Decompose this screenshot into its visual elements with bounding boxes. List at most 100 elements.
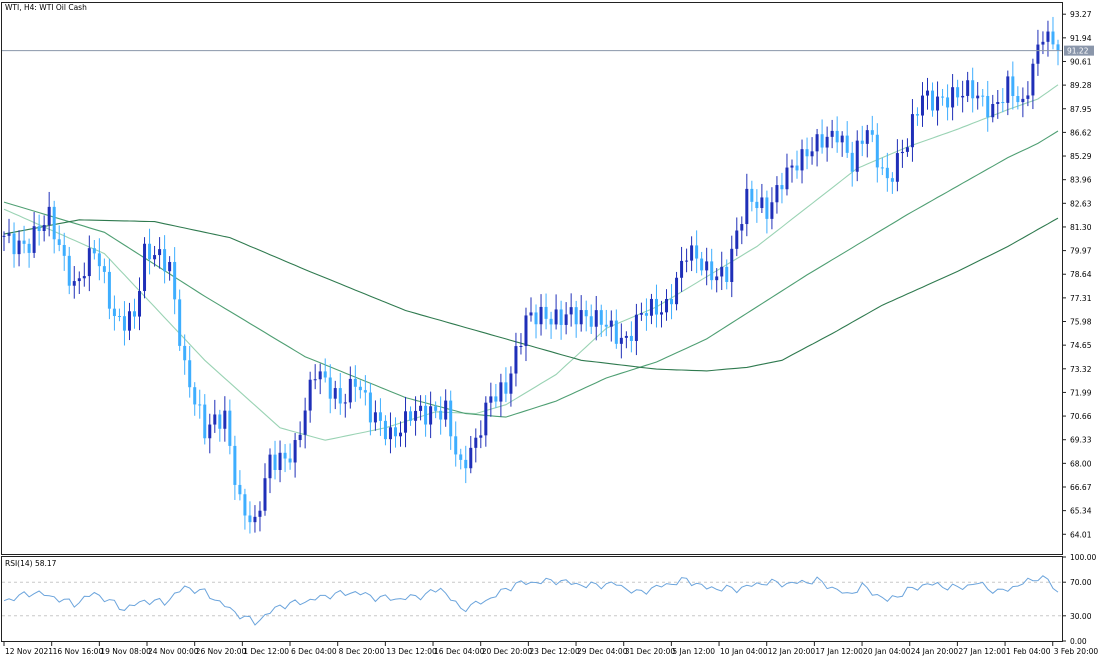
x-tick-label: 26 Nov 20:00 bbox=[196, 647, 247, 656]
candle-body bbox=[67, 255, 71, 286]
candle-body bbox=[409, 411, 413, 421]
candle-body bbox=[504, 382, 508, 394]
candle-body bbox=[986, 95, 990, 118]
candle-body bbox=[494, 396, 498, 402]
candle-body bbox=[599, 310, 603, 325]
candle-body bbox=[238, 484, 242, 495]
candle-body bbox=[363, 390, 367, 393]
candle-body bbox=[529, 312, 533, 316]
candle-body bbox=[835, 130, 839, 143]
candle-body bbox=[429, 406, 433, 425]
candle-body bbox=[37, 226, 41, 231]
candle-body bbox=[12, 233, 16, 255]
candle-body bbox=[785, 167, 789, 190]
candle-body bbox=[810, 151, 814, 157]
x-tick-label: 13 Dec 12:00 bbox=[386, 647, 437, 656]
candle-body bbox=[414, 410, 418, 421]
candle-body bbox=[308, 379, 312, 411]
rsi-tick-label: 30.00 bbox=[1070, 612, 1092, 621]
candle-body bbox=[72, 281, 76, 286]
x-tick-label: 16 Nov 16:00 bbox=[53, 647, 104, 656]
candle-body bbox=[775, 185, 779, 203]
candle-body bbox=[670, 298, 674, 305]
rsi-pane-frame bbox=[1, 556, 1063, 642]
y-tick-label: 82.63 bbox=[1070, 199, 1092, 208]
rsi-line bbox=[3, 575, 1059, 626]
candle-body bbox=[373, 412, 377, 423]
candle-body bbox=[946, 97, 950, 108]
candle-body bbox=[499, 382, 503, 402]
y-tick-label: 87.95 bbox=[1070, 105, 1092, 114]
x-tick-label: 6 Dec 04:00 bbox=[291, 647, 337, 656]
candle-body bbox=[283, 452, 287, 459]
candle-body bbox=[634, 314, 638, 341]
candle-body bbox=[1046, 31, 1050, 42]
candle-body bbox=[1031, 63, 1035, 96]
candle-body bbox=[57, 239, 61, 245]
candle-body bbox=[509, 373, 513, 394]
rsi-tick-label: 100.00 bbox=[1070, 553, 1096, 562]
candle-body bbox=[183, 345, 187, 361]
candle-body bbox=[815, 134, 819, 152]
candle-body bbox=[132, 311, 136, 317]
candle-body bbox=[343, 402, 347, 404]
candle-body bbox=[273, 454, 277, 470]
candle-body bbox=[845, 135, 849, 153]
candle-body bbox=[790, 165, 794, 168]
candle-body bbox=[208, 424, 212, 439]
candle-body bbox=[534, 312, 538, 325]
candle-body bbox=[554, 309, 558, 325]
candle-body bbox=[97, 253, 101, 267]
moving-average-line bbox=[3, 217, 1059, 372]
candle-body bbox=[900, 151, 904, 154]
candle-body bbox=[579, 310, 583, 325]
x-tick-label: 24 Nov 00:00 bbox=[148, 647, 199, 656]
candle-body bbox=[469, 447, 473, 469]
x-tick-label: 29 Dec 04:00 bbox=[577, 647, 628, 656]
y-tick-label: 66.67 bbox=[1070, 483, 1092, 492]
candle-body bbox=[353, 378, 357, 387]
candle-body bbox=[1026, 95, 1030, 99]
candle-body bbox=[92, 248, 96, 254]
candle-body bbox=[760, 197, 764, 209]
x-tick-label: 12 Nov 2021 bbox=[5, 647, 53, 656]
candle-body bbox=[42, 224, 46, 231]
candle-body bbox=[951, 87, 955, 108]
candle-body bbox=[705, 261, 709, 271]
candle-body bbox=[524, 315, 528, 347]
candle-body bbox=[419, 405, 423, 411]
candle-body bbox=[203, 404, 207, 439]
candle-body bbox=[213, 414, 217, 425]
candle-body bbox=[604, 324, 608, 327]
candle-body bbox=[795, 165, 799, 171]
y-tick-label: 75.98 bbox=[1070, 318, 1092, 327]
y-tick-label: 71.99 bbox=[1070, 388, 1092, 397]
candle-body bbox=[378, 412, 382, 421]
candle-body bbox=[825, 136, 829, 148]
x-tick-label: 24 Jan 20:00 bbox=[911, 647, 959, 656]
candle-body bbox=[584, 310, 588, 317]
candle-body bbox=[107, 271, 111, 309]
candle-body bbox=[122, 316, 126, 331]
candle-body bbox=[820, 134, 824, 148]
candle-body bbox=[885, 167, 889, 179]
candle-body bbox=[143, 243, 147, 292]
candle-body bbox=[248, 515, 252, 523]
candle-body bbox=[725, 266, 729, 282]
candle-body bbox=[685, 260, 689, 262]
candle-body bbox=[619, 337, 623, 344]
candle-body bbox=[253, 516, 257, 523]
candle-body bbox=[168, 261, 172, 272]
candle-body bbox=[865, 130, 869, 144]
candle-body bbox=[173, 261, 177, 300]
candle-body bbox=[991, 104, 995, 118]
candle-body bbox=[765, 197, 769, 219]
y-tick-label: 81.30 bbox=[1070, 223, 1092, 232]
candle-body bbox=[444, 400, 448, 420]
candle-body bbox=[404, 411, 408, 433]
candle-body bbox=[624, 335, 628, 338]
candle-body bbox=[840, 135, 844, 143]
candle-body bbox=[198, 404, 202, 406]
x-tick-label: 20 Dec 20:00 bbox=[482, 647, 533, 656]
